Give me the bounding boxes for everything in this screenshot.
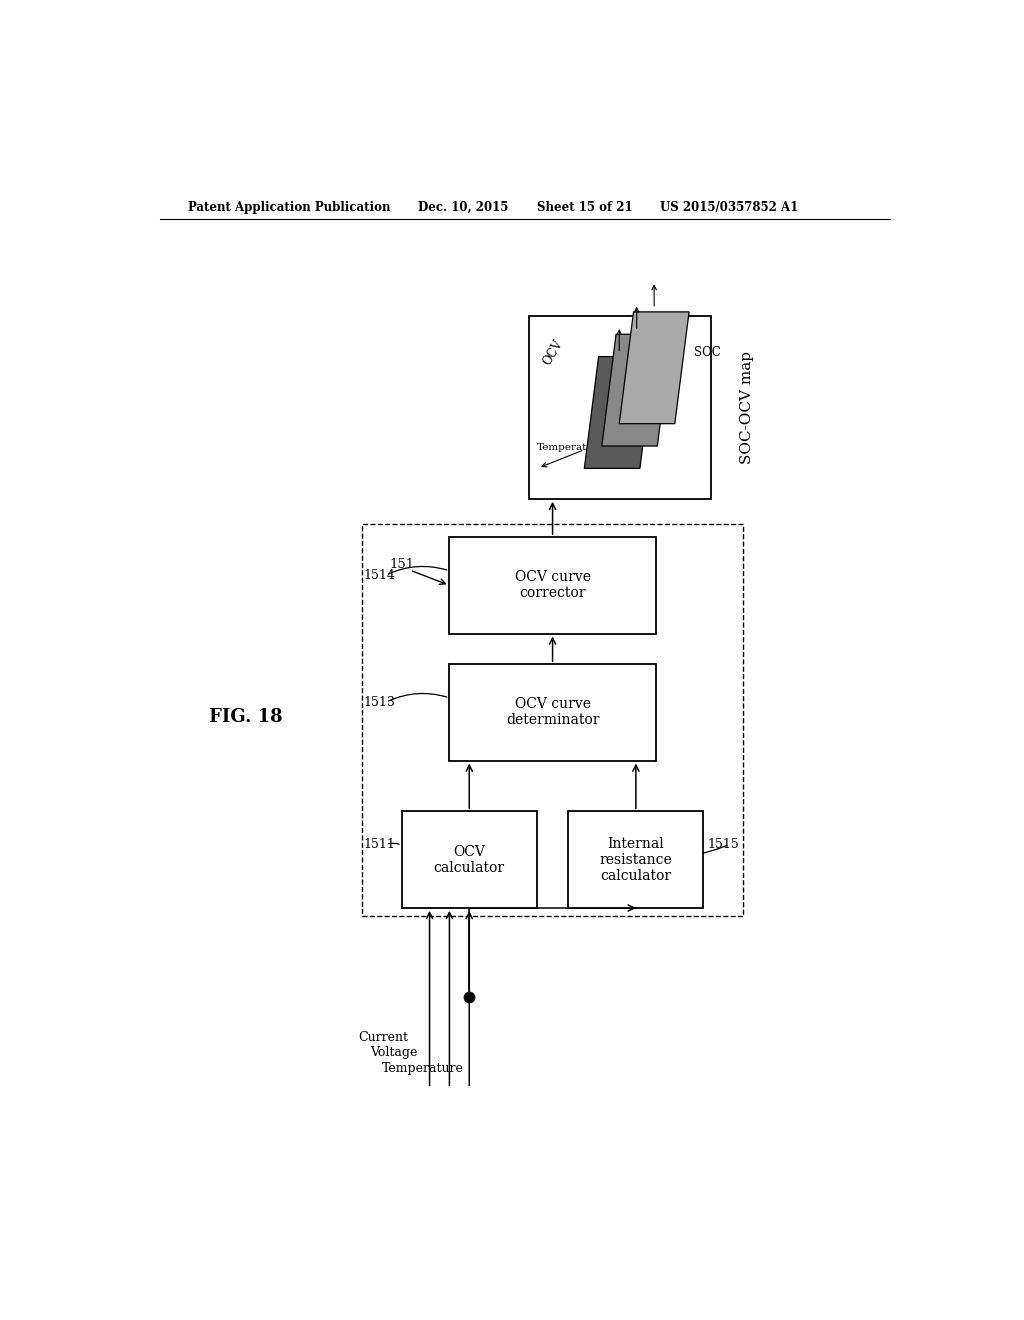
Text: 151: 151 <box>390 558 415 572</box>
Text: US 2015/0357852 A1: US 2015/0357852 A1 <box>659 201 798 214</box>
Text: SOC-OCV map: SOC-OCV map <box>740 351 754 463</box>
Polygon shape <box>602 334 672 446</box>
Text: OCV curve
determinator: OCV curve determinator <box>506 697 599 727</box>
FancyBboxPatch shape <box>450 664 655 760</box>
Text: Voltage: Voltage <box>370 1047 418 1060</box>
Text: Current: Current <box>358 1031 409 1044</box>
Text: OCV: OCV <box>541 338 565 367</box>
Text: Patent Application Publication: Patent Application Publication <box>187 201 390 214</box>
Text: Internal
resistance
calculator: Internal resistance calculator <box>599 837 673 883</box>
Text: 1515: 1515 <box>708 838 739 851</box>
Polygon shape <box>620 312 689 424</box>
FancyBboxPatch shape <box>401 812 537 908</box>
FancyBboxPatch shape <box>568 812 703 908</box>
Text: 1513: 1513 <box>364 696 395 709</box>
FancyArrowPatch shape <box>388 566 446 574</box>
FancyArrowPatch shape <box>571 846 727 861</box>
FancyBboxPatch shape <box>528 315 712 499</box>
Text: Temperature: Temperature <box>382 1061 464 1074</box>
Polygon shape <box>585 356 654 469</box>
Text: Sheet 15 of 21: Sheet 15 of 21 <box>537 201 633 214</box>
Text: FIG. 18: FIG. 18 <box>209 709 283 726</box>
Text: Dec. 10, 2015: Dec. 10, 2015 <box>418 201 508 214</box>
Text: SOC: SOC <box>694 346 721 359</box>
Text: 1511: 1511 <box>364 838 395 851</box>
FancyBboxPatch shape <box>450 537 655 634</box>
Text: Temperature: Temperature <box>537 444 605 453</box>
Text: 1514: 1514 <box>364 569 395 582</box>
Text: OCV
calculator: OCV calculator <box>434 845 505 875</box>
FancyArrowPatch shape <box>388 693 446 701</box>
Text: OCV curve
corrector: OCV curve corrector <box>515 570 591 601</box>
